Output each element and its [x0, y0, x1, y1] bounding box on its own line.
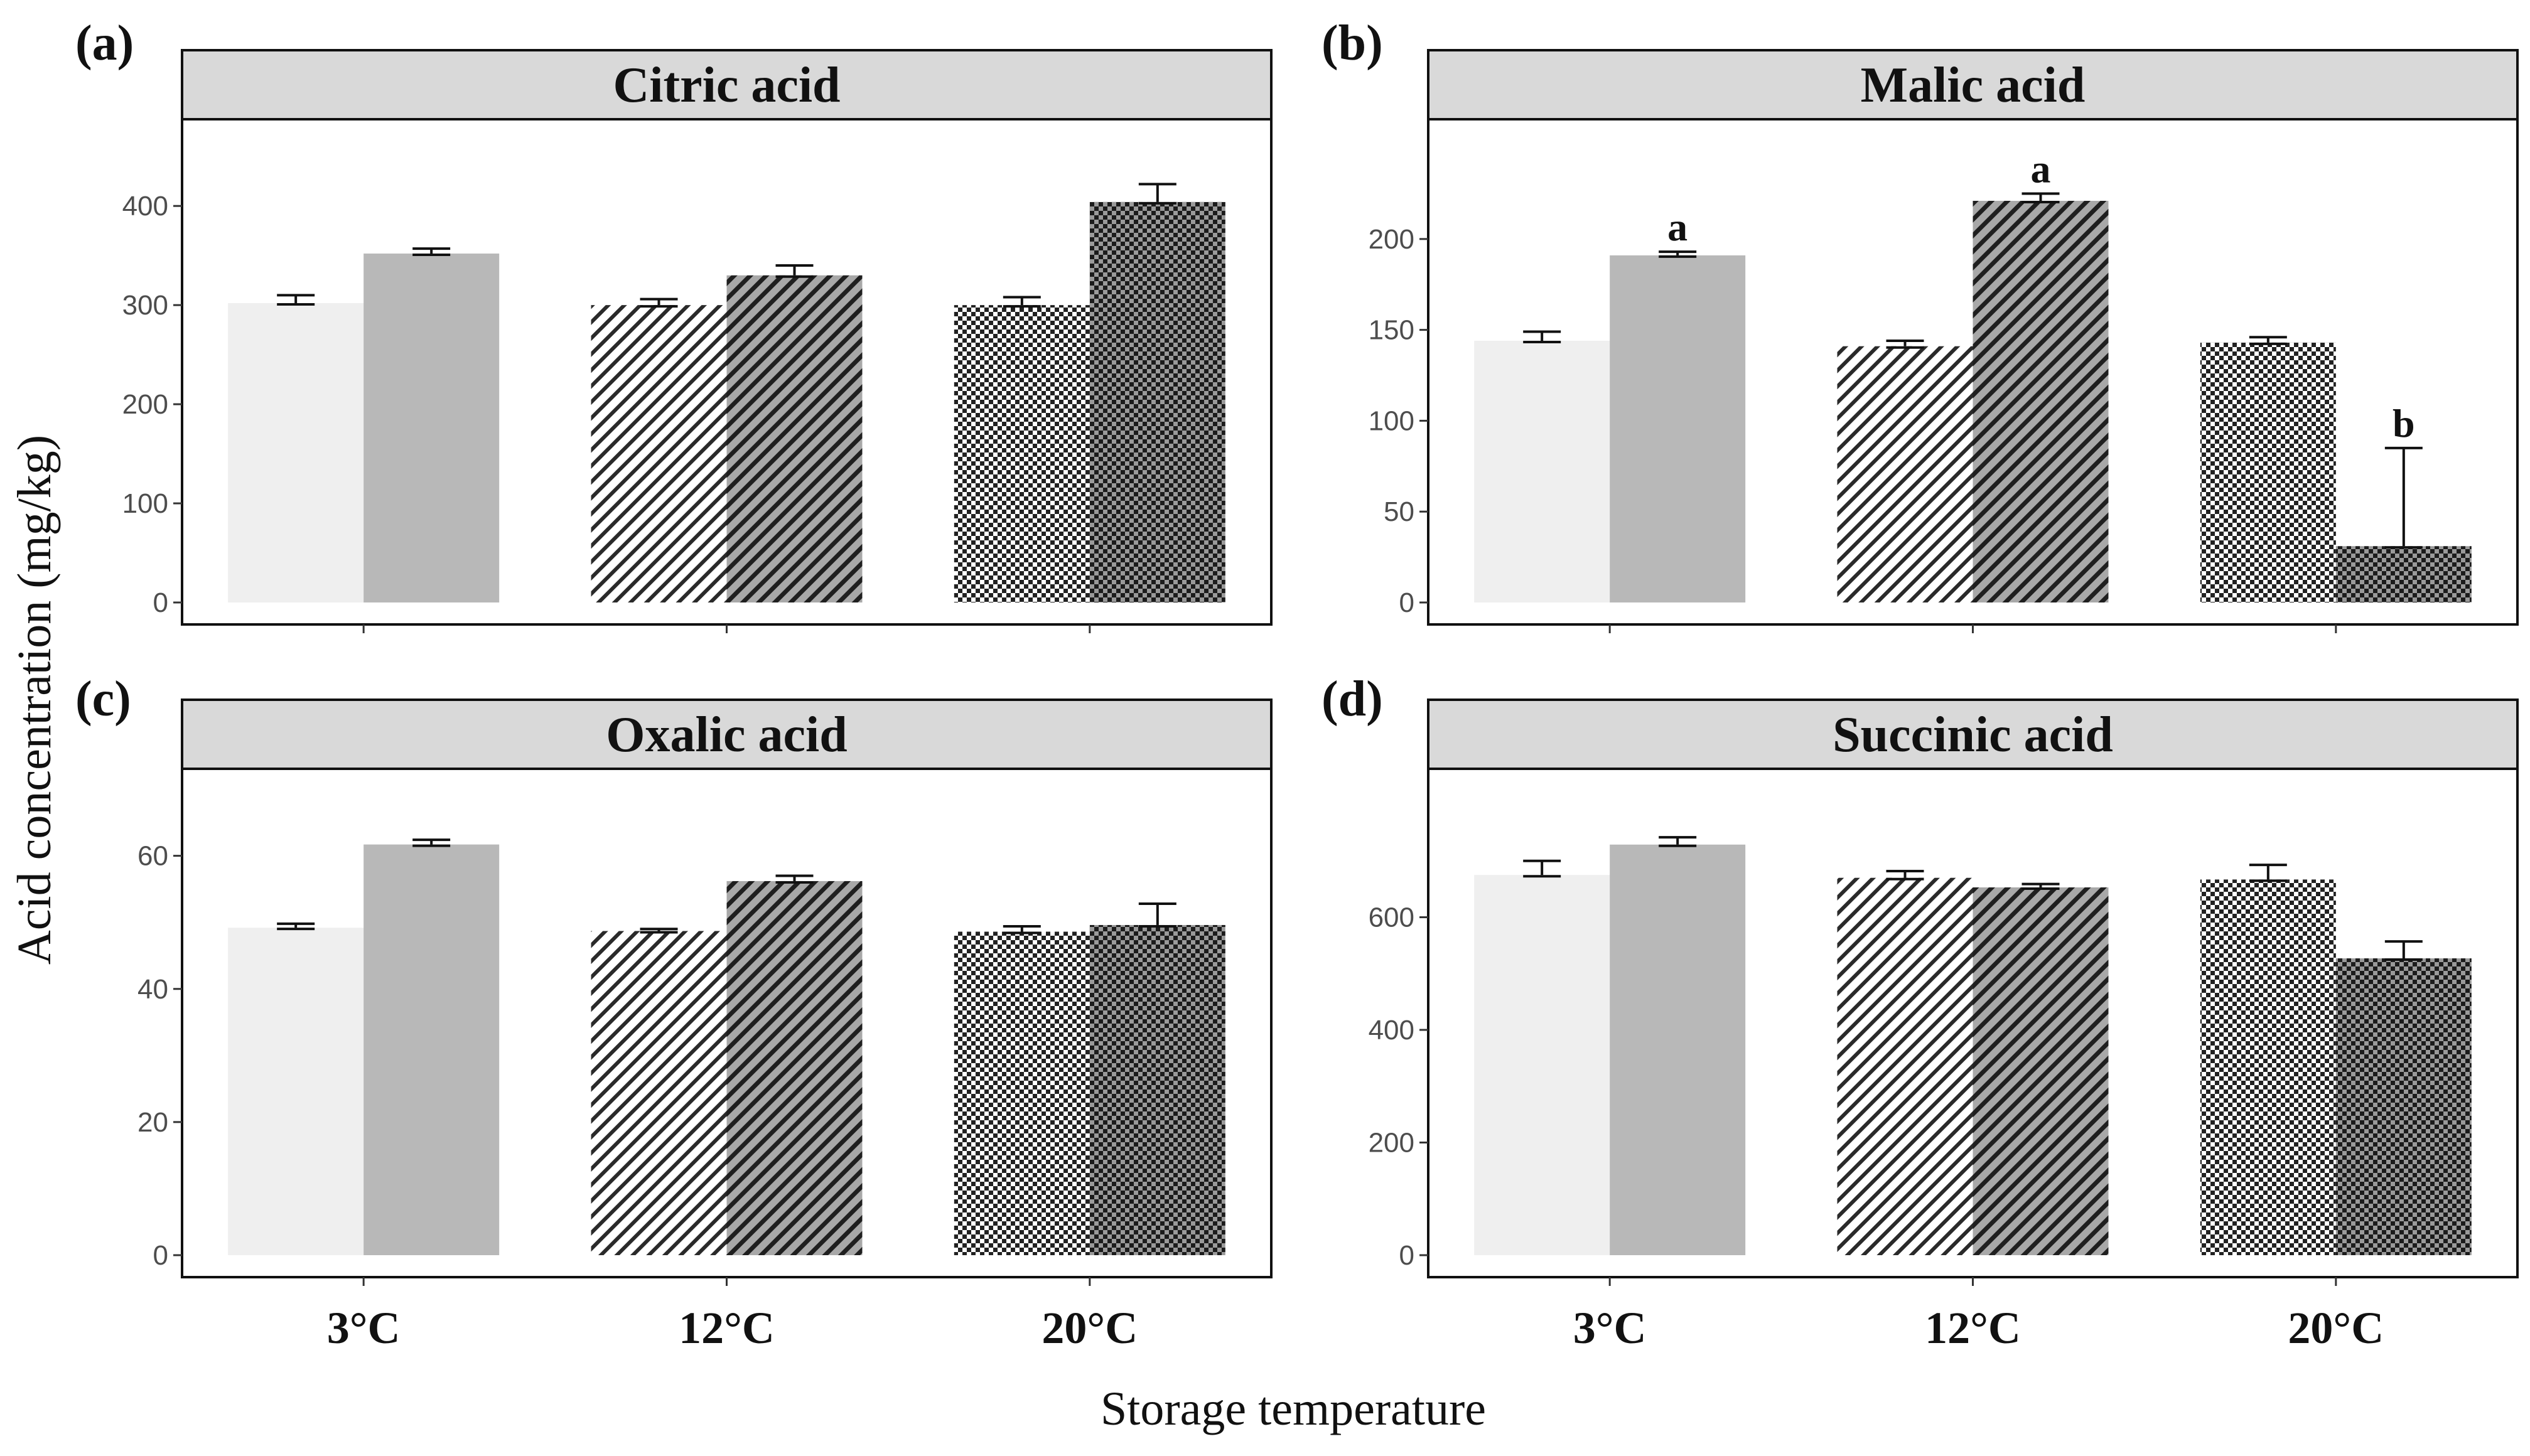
panel-4: (d) Succinic acid 0 200 400 600 3°C 12°C 20°C: [1322, 672, 2519, 1353]
bar: [363, 844, 500, 1255]
y-tick-label: 200: [1369, 224, 1414, 255]
y-tick-label: 40: [137, 974, 168, 1005]
panel-letter: (a): [75, 16, 134, 71]
significance-label: b: [2393, 401, 2415, 446]
bar: [954, 305, 1090, 602]
y-tick-label: 60: [137, 841, 168, 872]
bar: [1610, 844, 1746, 1255]
bar: [2335, 546, 2472, 602]
panel-strip: [181, 699, 1273, 770]
x-tick-label: 20°C: [2288, 1303, 2384, 1353]
panel-3: (c) Oxalic acid 0 20 40 60 3°C 12°C 20°C: [75, 672, 1273, 1353]
bar: [1837, 346, 1973, 602]
y-tick-label: 600: [1369, 902, 1414, 933]
bar: [1089, 924, 1225, 1255]
panel-title: Succinic acid: [1833, 707, 2113, 763]
y-tick-label: 50: [1384, 496, 1414, 527]
panel-2: (b) Malic acid 0 50 100 150 200 a a b: [1322, 16, 2519, 633]
bar: [726, 881, 863, 1255]
y-axis-title: Acid concentration (mg/kg): [8, 435, 61, 965]
panel-strip: [181, 49, 1273, 120]
bar: [1474, 341, 1610, 602]
y-tick-label: 100: [122, 488, 168, 519]
bar: [1474, 875, 1610, 1255]
bar: [1089, 201, 1225, 602]
y-tick-label: 300: [122, 290, 168, 321]
bar: [2200, 342, 2336, 602]
bar: [1973, 887, 2109, 1255]
y-tick-label: 20: [137, 1107, 168, 1138]
bar: [1973, 201, 2109, 602]
panel-title: Citric acid: [613, 58, 840, 113]
panel-strip: [1427, 699, 2519, 770]
x-axis-title: Storage temperature: [1101, 1383, 1486, 1435]
bar: [228, 928, 364, 1255]
significance-label: a: [1667, 205, 1688, 249]
panel-letter: (d): [1322, 672, 1383, 727]
bar: [591, 931, 727, 1255]
y-tick-label: 200: [1369, 1128, 1414, 1159]
x-tick-label: 3°C: [1573, 1303, 1647, 1353]
x-tick-label: 12°C: [1925, 1303, 2021, 1353]
panel-title: Oxalic acid: [606, 707, 847, 763]
y-tick-label: 0: [1399, 1240, 1414, 1271]
bar: [726, 275, 863, 602]
y-tick-label: 400: [122, 191, 168, 222]
y-tick-label: 100: [1369, 405, 1414, 436]
bar: [954, 931, 1090, 1255]
panel-title: Malic acid: [1861, 58, 2086, 113]
panel-letter: (b): [1322, 16, 1383, 71]
bar: [1610, 255, 1746, 602]
y-tick-label: 400: [1369, 1015, 1414, 1046]
bar: [2200, 879, 2336, 1255]
bar: [591, 305, 727, 602]
bar: [228, 302, 364, 602]
y-tick-label: 150: [1369, 315, 1414, 346]
x-tick-label: 3°C: [327, 1303, 401, 1353]
x-tick-label: 20°C: [1042, 1303, 1138, 1353]
significance-label: a: [2031, 146, 2051, 191]
y-tick-label: 0: [153, 1240, 168, 1271]
y-tick-label: 0: [153, 587, 168, 618]
x-tick-label: 12°C: [679, 1303, 775, 1353]
y-tick-label: 0: [1399, 587, 1414, 618]
y-tick-label: 200: [122, 389, 168, 420]
panel-1: (a) Citric acid 0 100 200 300 400: [75, 16, 1273, 633]
bar: [2335, 958, 2472, 1255]
bar: [1837, 877, 1973, 1255]
panel-letter: (c): [75, 672, 131, 727]
bar: [363, 254, 500, 602]
